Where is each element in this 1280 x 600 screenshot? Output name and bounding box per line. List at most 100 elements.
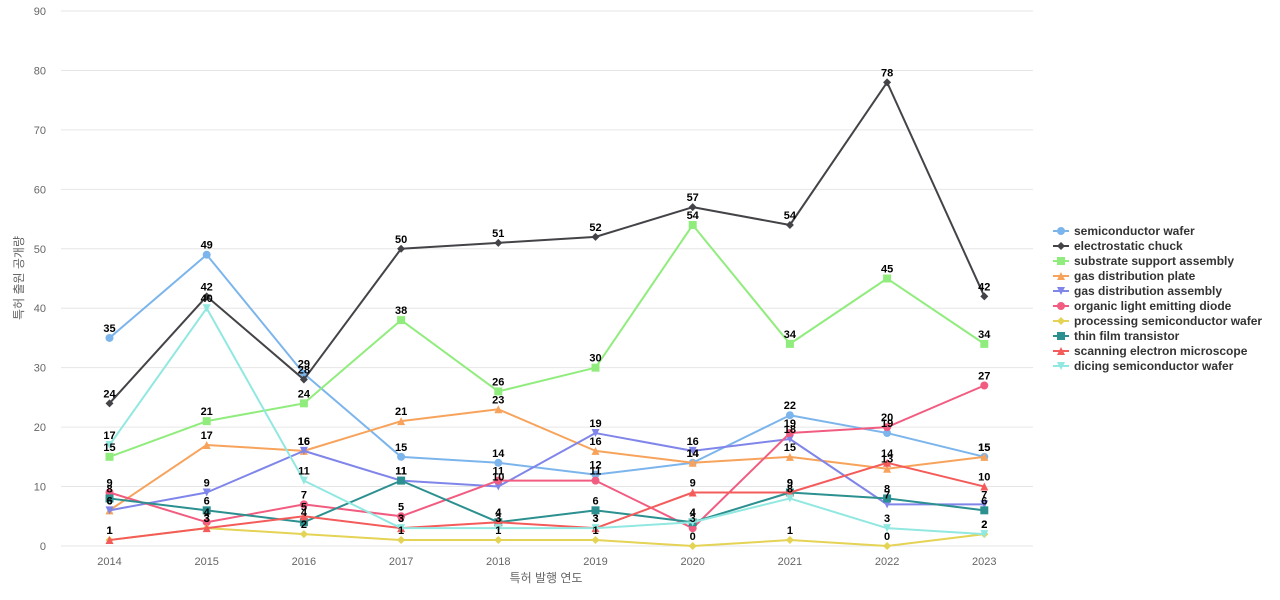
series-electrostatic-chuck — [105, 78, 989, 408]
data-label: 51 — [492, 228, 504, 240]
data-label: 50 — [395, 234, 407, 246]
x-tick-label: 2017 — [389, 556, 413, 568]
data-label: 6 — [106, 495, 112, 507]
data-label: 11 — [492, 466, 504, 478]
data-point — [980, 530, 989, 539]
data-point — [883, 274, 892, 283]
x-tick-label: 2019 — [583, 556, 607, 568]
data-label: 2 — [301, 519, 307, 531]
legend-item: semiconductor wafer — [1053, 224, 1195, 238]
data-point — [299, 500, 308, 509]
data-label: 35 — [103, 323, 115, 335]
data-label: 1 — [787, 525, 793, 537]
data-label: 16 — [589, 436, 601, 448]
data-label: 0 — [690, 531, 696, 543]
series-line — [108, 307, 985, 536]
data-label: 3 — [398, 513, 404, 525]
data-point — [105, 506, 114, 515]
x-tick-label: 2023 — [972, 556, 996, 568]
data-point — [494, 238, 503, 247]
data-point — [591, 476, 600, 485]
legend-label: substrate support assembly — [1074, 254, 1234, 268]
series-line — [108, 408, 985, 512]
data-point — [397, 417, 406, 426]
y-axis-ticks: 0 10 20 30 40 50 60 70 80 90 — [34, 6, 46, 553]
data-label: 54 — [687, 210, 700, 222]
data-point — [883, 78, 892, 87]
data-point — [688, 518, 697, 527]
series-line — [109, 527, 985, 547]
legend-label: semiconductor wafer — [1074, 224, 1195, 238]
data-point — [591, 470, 600, 479]
data-label: 1 — [398, 525, 404, 537]
data-label: 3 — [884, 513, 890, 525]
data-point — [785, 435, 794, 443]
data-point — [202, 506, 211, 515]
data-point — [785, 339, 794, 348]
data-point — [688, 488, 697, 497]
data-label: 15 — [103, 442, 115, 454]
data-point — [202, 304, 211, 313]
data-label: 9 — [106, 478, 112, 490]
legend-label: gas distribution plate — [1074, 269, 1196, 283]
data-label: 13 — [881, 454, 893, 466]
series-line — [109, 479, 985, 524]
y-tick-label: 60 — [34, 184, 46, 196]
data-point — [980, 452, 989, 461]
data-label: 23 — [492, 394, 504, 406]
data-label: 30 — [589, 353, 601, 365]
legend-label: dicing semiconductor wafer — [1074, 359, 1234, 373]
legend-item: organic light emitting diode — [1053, 299, 1232, 313]
data-label: 15 — [395, 442, 407, 454]
data-point — [299, 530, 308, 539]
legend-label: gas distribution assembly — [1074, 284, 1222, 298]
legend-item: electrostatic chuck — [1053, 239, 1183, 253]
legend-marker — [1057, 227, 1065, 235]
data-point — [299, 399, 308, 408]
data-label: 15 — [978, 442, 990, 454]
data-label: 4 — [204, 507, 211, 519]
data-point — [591, 536, 600, 545]
data-point — [980, 292, 989, 301]
data-label: 18 — [784, 424, 796, 436]
data-label: 1 — [106, 525, 112, 537]
y-tick-label: 90 — [34, 6, 46, 18]
legend-item: dicing semiconductor wafer — [1053, 359, 1234, 373]
data-label: 34 — [784, 329, 797, 341]
y-axis-title: 특허 출원 공개량 — [12, 236, 26, 320]
data-label: 16 — [687, 436, 699, 448]
data-point — [299, 375, 308, 384]
data-label: 3 — [204, 513, 210, 525]
data-label: 19 — [589, 418, 601, 430]
y-tick-label: 30 — [34, 363, 46, 375]
legend-item: gas distribution plate — [1053, 269, 1196, 283]
x-tick-label: 2016 — [292, 556, 316, 568]
data-label: 14 — [687, 448, 700, 460]
y-tick-label: 70 — [34, 125, 46, 137]
y-tick-label: 0 — [40, 541, 46, 553]
data-point — [397, 524, 406, 533]
data-point — [105, 440, 114, 449]
data-point — [688, 446, 697, 455]
data-label: 17 — [201, 430, 213, 442]
data-label: 7 — [981, 489, 987, 501]
data-label: 4 — [690, 507, 697, 519]
data-point — [105, 536, 114, 545]
data-point — [202, 518, 211, 527]
series-line — [109, 384, 985, 530]
data-point — [105, 399, 114, 408]
legend-marker — [1057, 257, 1065, 265]
data-point — [591, 363, 600, 372]
data-point — [883, 524, 892, 533]
data-point — [299, 446, 308, 455]
series-dicing-semiconductor-wafer — [105, 304, 989, 539]
data-label: 20 — [881, 412, 893, 424]
data-label: 52 — [589, 222, 601, 234]
data-label: 4 — [690, 507, 697, 519]
data-point — [785, 221, 794, 229]
x-tick-label: 2022 — [875, 556, 899, 568]
data-label: 45 — [881, 264, 893, 276]
data-point — [883, 429, 892, 438]
data-label: 24 — [298, 388, 311, 400]
